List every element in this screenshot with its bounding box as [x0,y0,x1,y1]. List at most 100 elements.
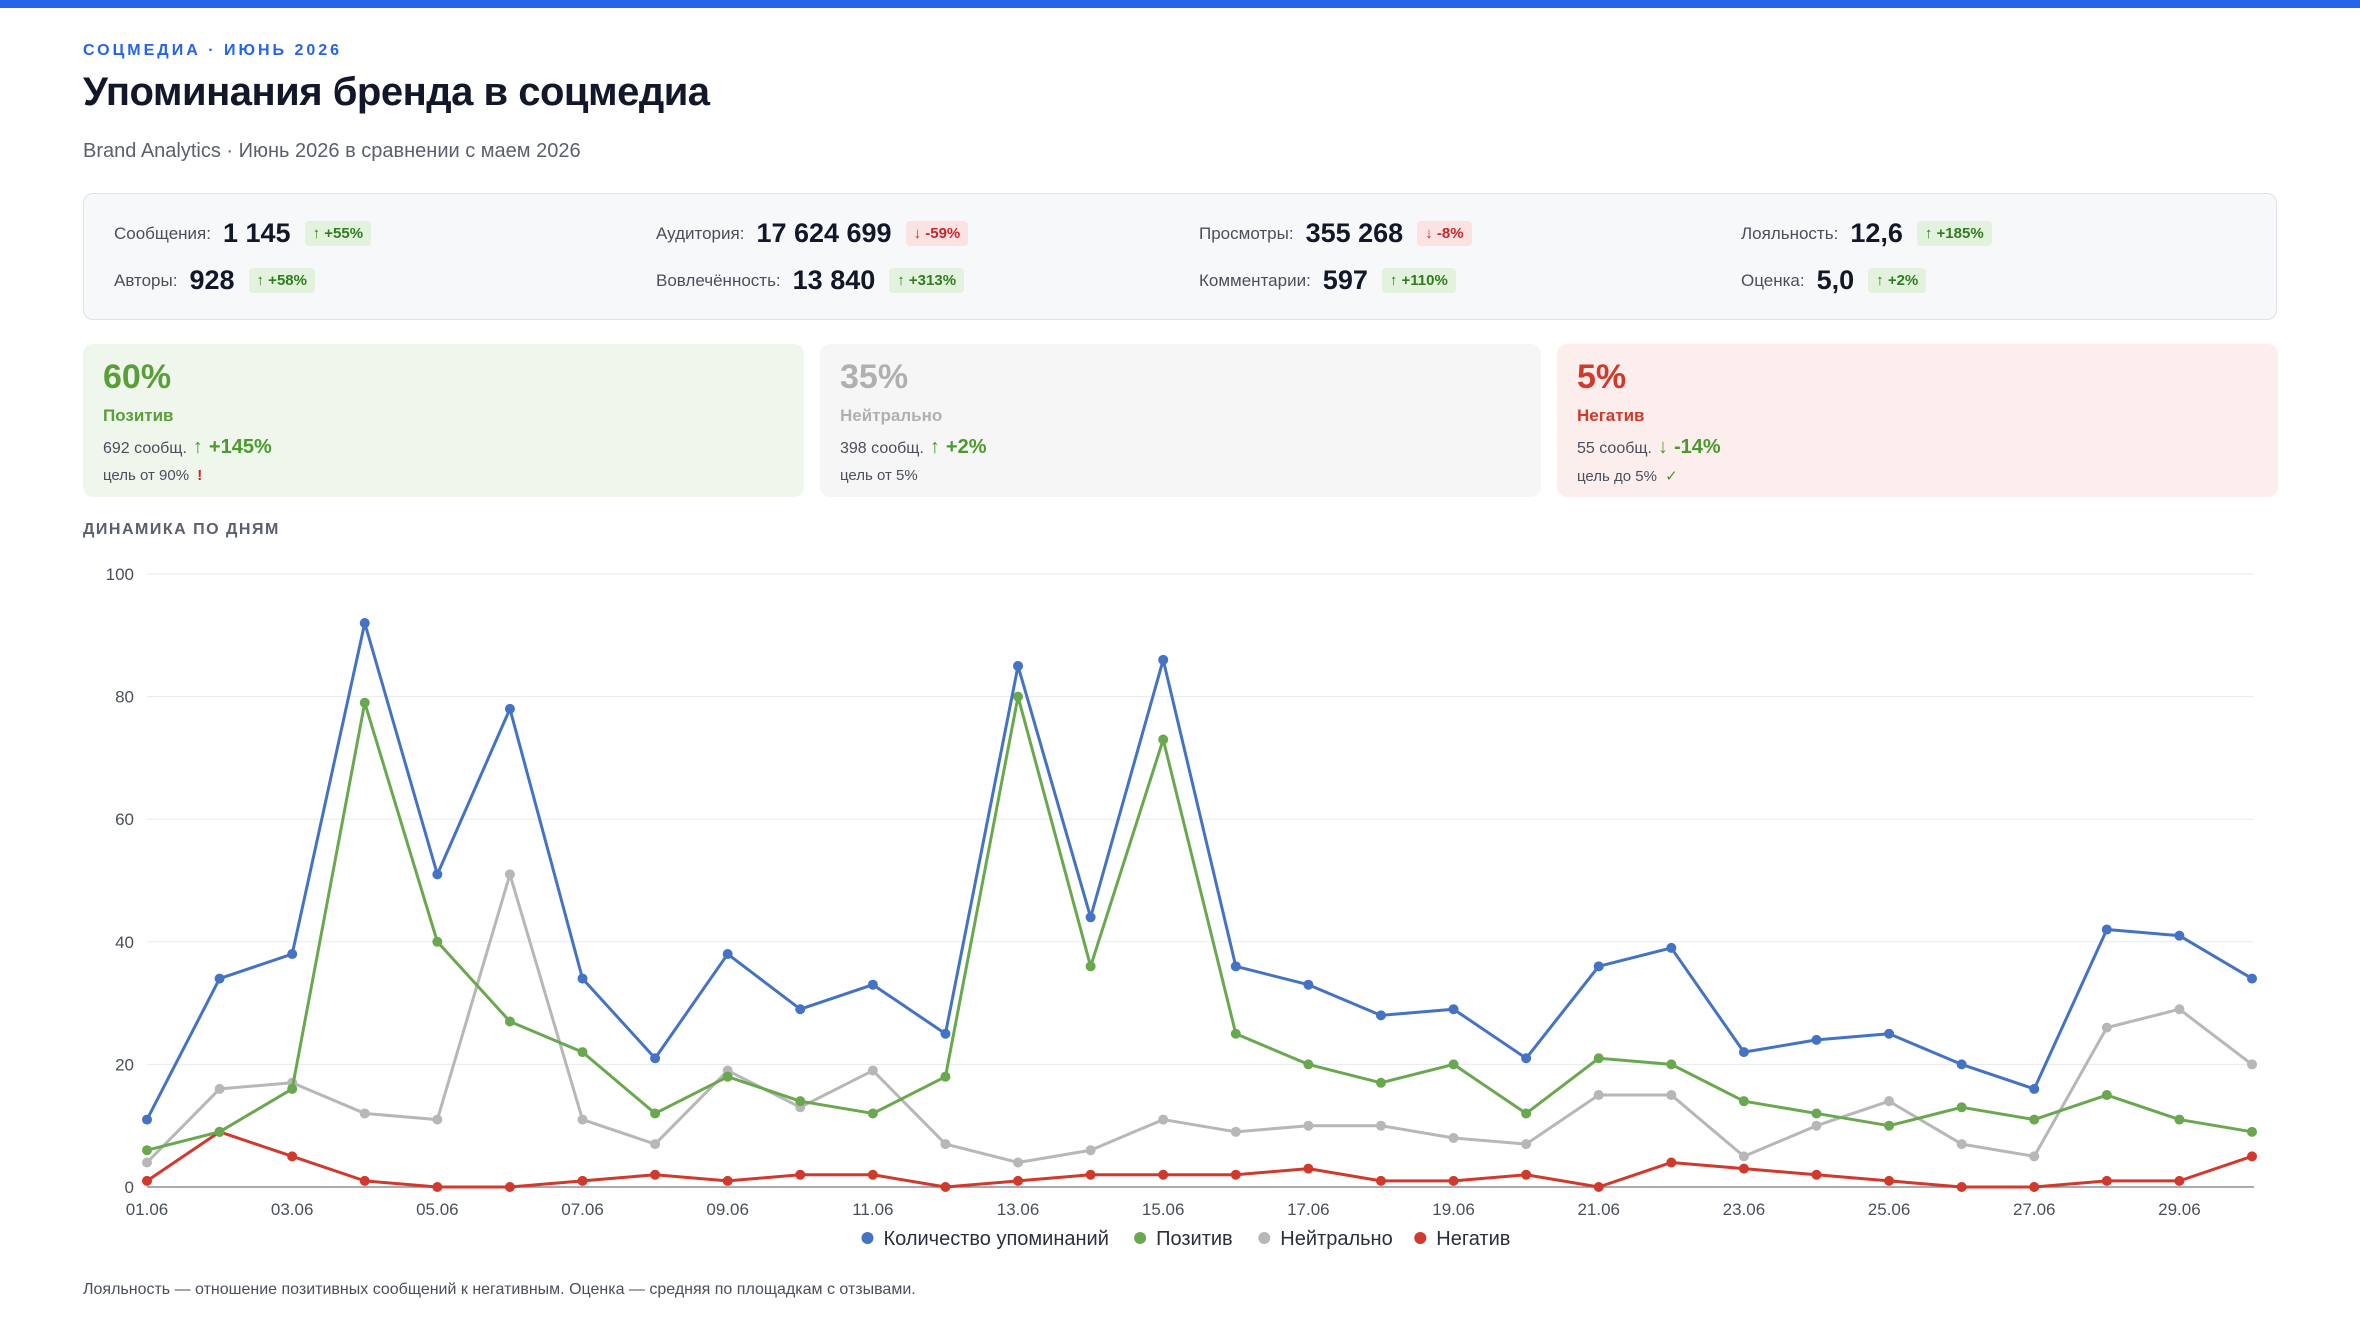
data-point [1956,1182,1967,1192]
data-point [1085,1169,1096,1180]
tone-delta: +2% [945,436,987,458]
stat-delta-badge: ↑ +110% [1381,268,1456,293]
data-point [2101,1022,2112,1033]
data-point [1593,961,1604,972]
data-point [1448,1175,1459,1186]
data-point [1013,660,1024,671]
tone-goal: цель от 90% [103,467,190,484]
check-icon: ✓ [1665,468,1678,485]
tone-goal-line: цель от 5% [840,467,1521,484]
tone-goal-line: цель до 5% ✓ [1577,467,2258,485]
data-point [504,869,515,880]
series-line [145,1130,2254,1189]
data-point [650,1169,661,1180]
tone-percent: 5% [1577,358,1627,396]
data-point [1013,1157,1024,1168]
data-point [2029,1182,2040,1192]
data-point [1375,1010,1386,1021]
legend-marker [1134,1232,1147,1244]
stat-value: 17 624 699 [756,218,892,248]
eyebrow: СОЦМЕДИА · ИЮНЬ 2026 [83,42,343,59]
data-point [504,1016,515,1027]
data-point [1230,1169,1241,1180]
data-point [142,1175,152,1186]
data-point [1738,1151,1749,1162]
data-point [504,703,515,714]
data-point [1811,1120,1822,1131]
data-point [2101,1175,2112,1186]
stat-delta-badge: ↓ -8% [1417,221,1472,246]
stat-label: Вовлечённость: [656,270,781,290]
data-point [1884,1096,1895,1107]
tone-name: Позитив [103,406,174,425]
data-point [1884,1120,1895,1131]
tone-count: 55 сообщ. [1577,440,1652,457]
page-subtitle: Brand Analytics · Июнь 2026 в сравнении … [83,140,581,162]
y-tick-label: 40 [115,933,134,952]
data-point [287,949,298,960]
y-tick-label: 20 [115,1055,134,1074]
stat-label: Аудитория: [656,223,745,243]
data-point [1013,691,1024,702]
series-line [145,872,2254,1164]
data-point [867,1169,878,1180]
data-point [359,1108,370,1119]
data-point [795,1004,806,1015]
x-tick-label: 01.06 [126,1200,169,1219]
stat-comments: Комментарии: 597 ↑ +110% [1199,265,1456,296]
stat-value: 928 [189,265,235,295]
y-tick-label: 80 [115,688,134,707]
data-point [1521,1053,1532,1064]
data-point [2101,1090,2112,1101]
series-line [145,695,2254,1152]
tone-card-neutral: 35% Нейтрально 398 сообщ. ↑ +2% цель от … [820,344,1541,497]
data-point [1448,1132,1459,1143]
data-point [650,1053,661,1064]
data-point [1303,1120,1314,1131]
y-tick-label: 0 [125,1178,134,1197]
stat-audience: Аудитория: 17 624 699 ↓ -59% [656,218,969,249]
data-point [940,1028,951,1039]
data-point [577,1114,588,1125]
data-point [1811,1034,1822,1045]
stats-panel: Сообщения: 1 145 ↑ +55% Аудитория: 17 62… [83,193,2277,320]
arrow-up-icon: ↑ [192,436,203,458]
data-point [2174,1004,2185,1015]
stat-delta-badge: ↓ -59% [905,221,969,246]
data-point [359,1175,370,1186]
arrow-down-icon: ↓ [1658,436,1668,458]
data-point [795,1096,806,1107]
data-point [1956,1102,1967,1113]
data-point [1521,1139,1532,1150]
data-point [432,936,443,947]
data-point [650,1139,661,1150]
series-line [145,621,2254,1122]
stat-label: Оценка: [1741,270,1805,290]
x-tick-label: 17.06 [1287,1200,1330,1219]
data-point [1303,979,1314,990]
data-point [867,1108,878,1119]
data-point [577,1047,588,1058]
data-point [1303,1059,1314,1070]
stat-label: Просмотры: [1199,223,1294,243]
data-point [722,1071,733,1082]
legend-label: Количество упоминаний [884,1228,1109,1250]
data-point [359,697,370,708]
data-point [1013,1175,1024,1186]
data-point [1158,1114,1169,1125]
data-point [1158,1169,1169,1180]
warning-icon: ! [197,467,203,484]
data-point [1738,1047,1749,1058]
stat-delta-badge: ↑ +58% [248,268,315,293]
tone-goal: цель до 5% [1577,468,1657,485]
data-point [2174,1175,2185,1186]
data-point [1303,1163,1314,1174]
data-point [1956,1139,1967,1150]
data-point [2029,1114,2040,1125]
stat-value: 597 [1322,265,1368,295]
stat-value: 5,0 [1816,265,1855,295]
data-point [795,1169,806,1180]
data-point [2174,1114,2185,1125]
x-tick-label: 09.06 [706,1200,749,1219]
data-point [1811,1169,1822,1180]
